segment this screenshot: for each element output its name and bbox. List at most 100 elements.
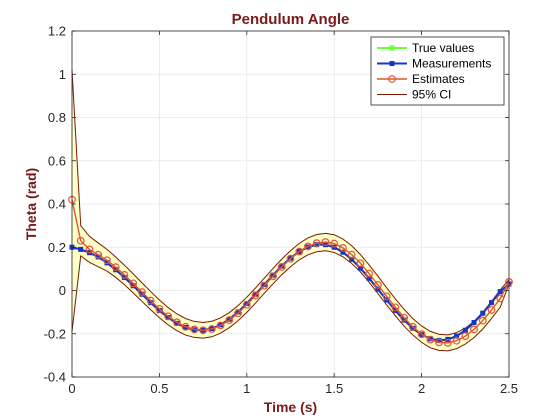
y-tick-label: 1.2 [48, 24, 66, 39]
legend-label: Measurements [412, 57, 491, 71]
estimates-point [443, 338, 452, 347]
measurements-point [462, 327, 468, 333]
estimates-point [426, 335, 435, 344]
legend-label: Estimates [412, 72, 465, 86]
estimates-point [129, 279, 138, 288]
estimates-point [365, 269, 374, 278]
measurements-point [235, 309, 241, 315]
estimates-point [146, 296, 155, 305]
measurements-point [480, 310, 486, 316]
estimates-point [478, 316, 487, 325]
estimates-point [269, 272, 277, 281]
ci-upper-line [71, 69, 510, 336]
confidence-interval-band [71, 69, 510, 352]
y-tick-label: 0 [59, 283, 66, 298]
estimates-point [452, 336, 461, 345]
estimates-point [391, 303, 400, 312]
estimates-point [496, 294, 505, 303]
measurements-point [156, 308, 162, 314]
measurements-point [261, 282, 267, 288]
x-tick-label: 1 [243, 381, 250, 396]
measurements-point [375, 286, 381, 292]
y-tick-label: 0.4 [48, 197, 66, 212]
estimates-point [181, 322, 190, 331]
measurements-point [121, 275, 127, 281]
measurements-point [253, 291, 259, 297]
estimates-point [321, 238, 330, 246]
measurements-point [244, 300, 250, 306]
estimates-point [251, 291, 260, 300]
measurements-point [78, 246, 84, 252]
estimates-point [295, 247, 304, 256]
estimates-point [277, 263, 286, 271]
estimates-point [356, 259, 365, 268]
estimates-point [85, 245, 94, 254]
estimates-point [190, 325, 199, 334]
estimates-point [312, 239, 321, 248]
measurements-point [471, 320, 477, 326]
estimates-point [76, 236, 85, 245]
estimates-point [330, 239, 339, 248]
x-tick-label: 0.5 [150, 381, 168, 396]
measurements-point [340, 249, 346, 255]
measurements-point [454, 333, 460, 339]
measurements-point [357, 265, 363, 271]
y-tick-label: -0.2 [44, 326, 66, 341]
measurements-point [95, 254, 101, 260]
estimates-point [417, 330, 426, 339]
estimates-point [374, 280, 382, 289]
estimates-point [216, 321, 225, 330]
estimates-point [435, 338, 443, 347]
estimates-point [94, 250, 103, 259]
estimates-point [339, 243, 347, 252]
legend-swatch-marker [389, 61, 395, 66]
estimates-point [155, 304, 164, 313]
x-tick-label: 0 [68, 381, 75, 396]
measurements-point [139, 291, 145, 297]
measurements-point [401, 317, 407, 323]
estimates-point [400, 313, 409, 322]
estimates-point [207, 325, 216, 333]
measurements-point [349, 256, 355, 262]
measurements-point [174, 320, 180, 326]
chart-title: Pendulum Angle [232, 11, 350, 28]
legend-label: True values [412, 41, 474, 55]
measurements-point [270, 272, 276, 278]
measurements-point [104, 260, 110, 266]
estimates-point [408, 322, 417, 331]
estimates-point [382, 292, 391, 301]
estimates-point [103, 256, 111, 265]
estimates-point [487, 306, 496, 314]
y-tick-label: 0.6 [48, 153, 66, 168]
measurements-point [410, 325, 416, 331]
measurements-point [427, 336, 433, 342]
measurements-point [436, 337, 442, 343]
y-tick-label: 0.2 [48, 240, 66, 255]
measurements-point [165, 315, 171, 321]
estimates-point [260, 281, 269, 290]
estimates-point [347, 250, 356, 259]
axis-ticks: 0 0.5 1 1.5 2 2.5 -0.4 -0.2 0 0.2 0.4 0.6 0.8 1 1.2 [44, 24, 518, 397]
estimates-point [172, 318, 181, 327]
y-tick-label: 1 [59, 67, 66, 82]
y-axis-label: Theta (rad) [23, 168, 39, 240]
legend-swatch-marker [388, 75, 396, 83]
estimates-point [461, 332, 470, 341]
x-tick-label: 2 [418, 381, 425, 396]
estimates-point [286, 254, 295, 263]
estimates-point [225, 316, 234, 325]
series-lines [68, 195, 513, 347]
estimates-point [304, 242, 312, 251]
estimates-point [164, 312, 173, 321]
legend-label: 95% CI [412, 88, 451, 102]
ci-lower-line [71, 250, 510, 352]
measurements-point [322, 242, 328, 248]
estimates-point [234, 309, 242, 318]
estimates-point [138, 288, 146, 296]
measurements-point [148, 300, 154, 306]
estimates-point [120, 271, 129, 279]
y-tick-label: -0.4 [44, 370, 66, 385]
measurements-point [314, 242, 320, 248]
